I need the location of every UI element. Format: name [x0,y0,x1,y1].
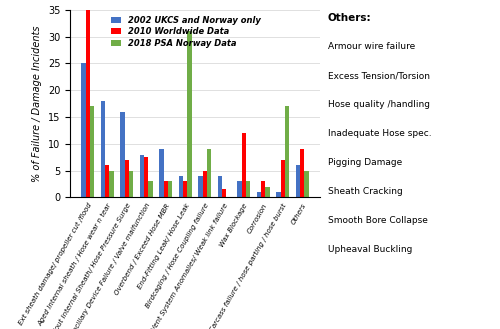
Bar [105,165,110,197]
Bar [179,176,183,197]
Text: Inadequate Hose spec.: Inadequate Hose spec. [328,129,431,138]
Bar [168,181,172,197]
Legend: 2002 UKCS and Norway only, 2010 Worldwide Data, 2018 PSA Norway Data: 2002 UKCS and Norway only, 2010 Worldwid… [109,14,262,49]
Bar [202,171,207,197]
Bar [164,181,168,197]
Bar [266,187,270,197]
Bar [261,181,266,197]
Bar [110,171,114,197]
Bar [222,190,226,197]
Text: Excess Tension/Torsion: Excess Tension/Torsion [328,71,430,80]
Bar [101,101,105,197]
Bar [120,112,124,197]
Text: Smooth Bore Collapse: Smooth Bore Collapse [328,216,428,225]
Bar [188,31,192,197]
Bar [285,106,289,197]
Text: Others:: Others: [328,13,371,23]
Bar [124,160,129,197]
Text: Upheaval Buckling: Upheaval Buckling [328,245,412,254]
Text: Armour wire failure: Armour wire failure [328,42,415,51]
Bar [276,192,280,197]
Text: Pigging Damage: Pigging Damage [328,158,402,167]
Bar [129,171,133,197]
Bar [140,155,144,197]
Bar [257,192,261,197]
Bar [242,133,246,197]
Bar [144,157,148,197]
Bar [218,176,222,197]
Bar [183,181,188,197]
Bar [300,149,304,197]
Bar [207,149,211,197]
Bar [86,10,90,197]
Bar [280,160,285,197]
Bar [246,181,250,197]
Bar [148,181,152,197]
Y-axis label: % of Failure / Damage Incidents: % of Failure / Damage Incidents [32,25,42,182]
Bar [238,181,242,197]
Text: Hose quality /handling: Hose quality /handling [328,100,430,109]
Bar [296,165,300,197]
Bar [304,171,308,197]
Bar [160,149,164,197]
Bar [198,176,202,197]
Bar [90,106,94,197]
Bar [82,63,86,197]
Text: Sheath Cracking: Sheath Cracking [328,187,402,196]
